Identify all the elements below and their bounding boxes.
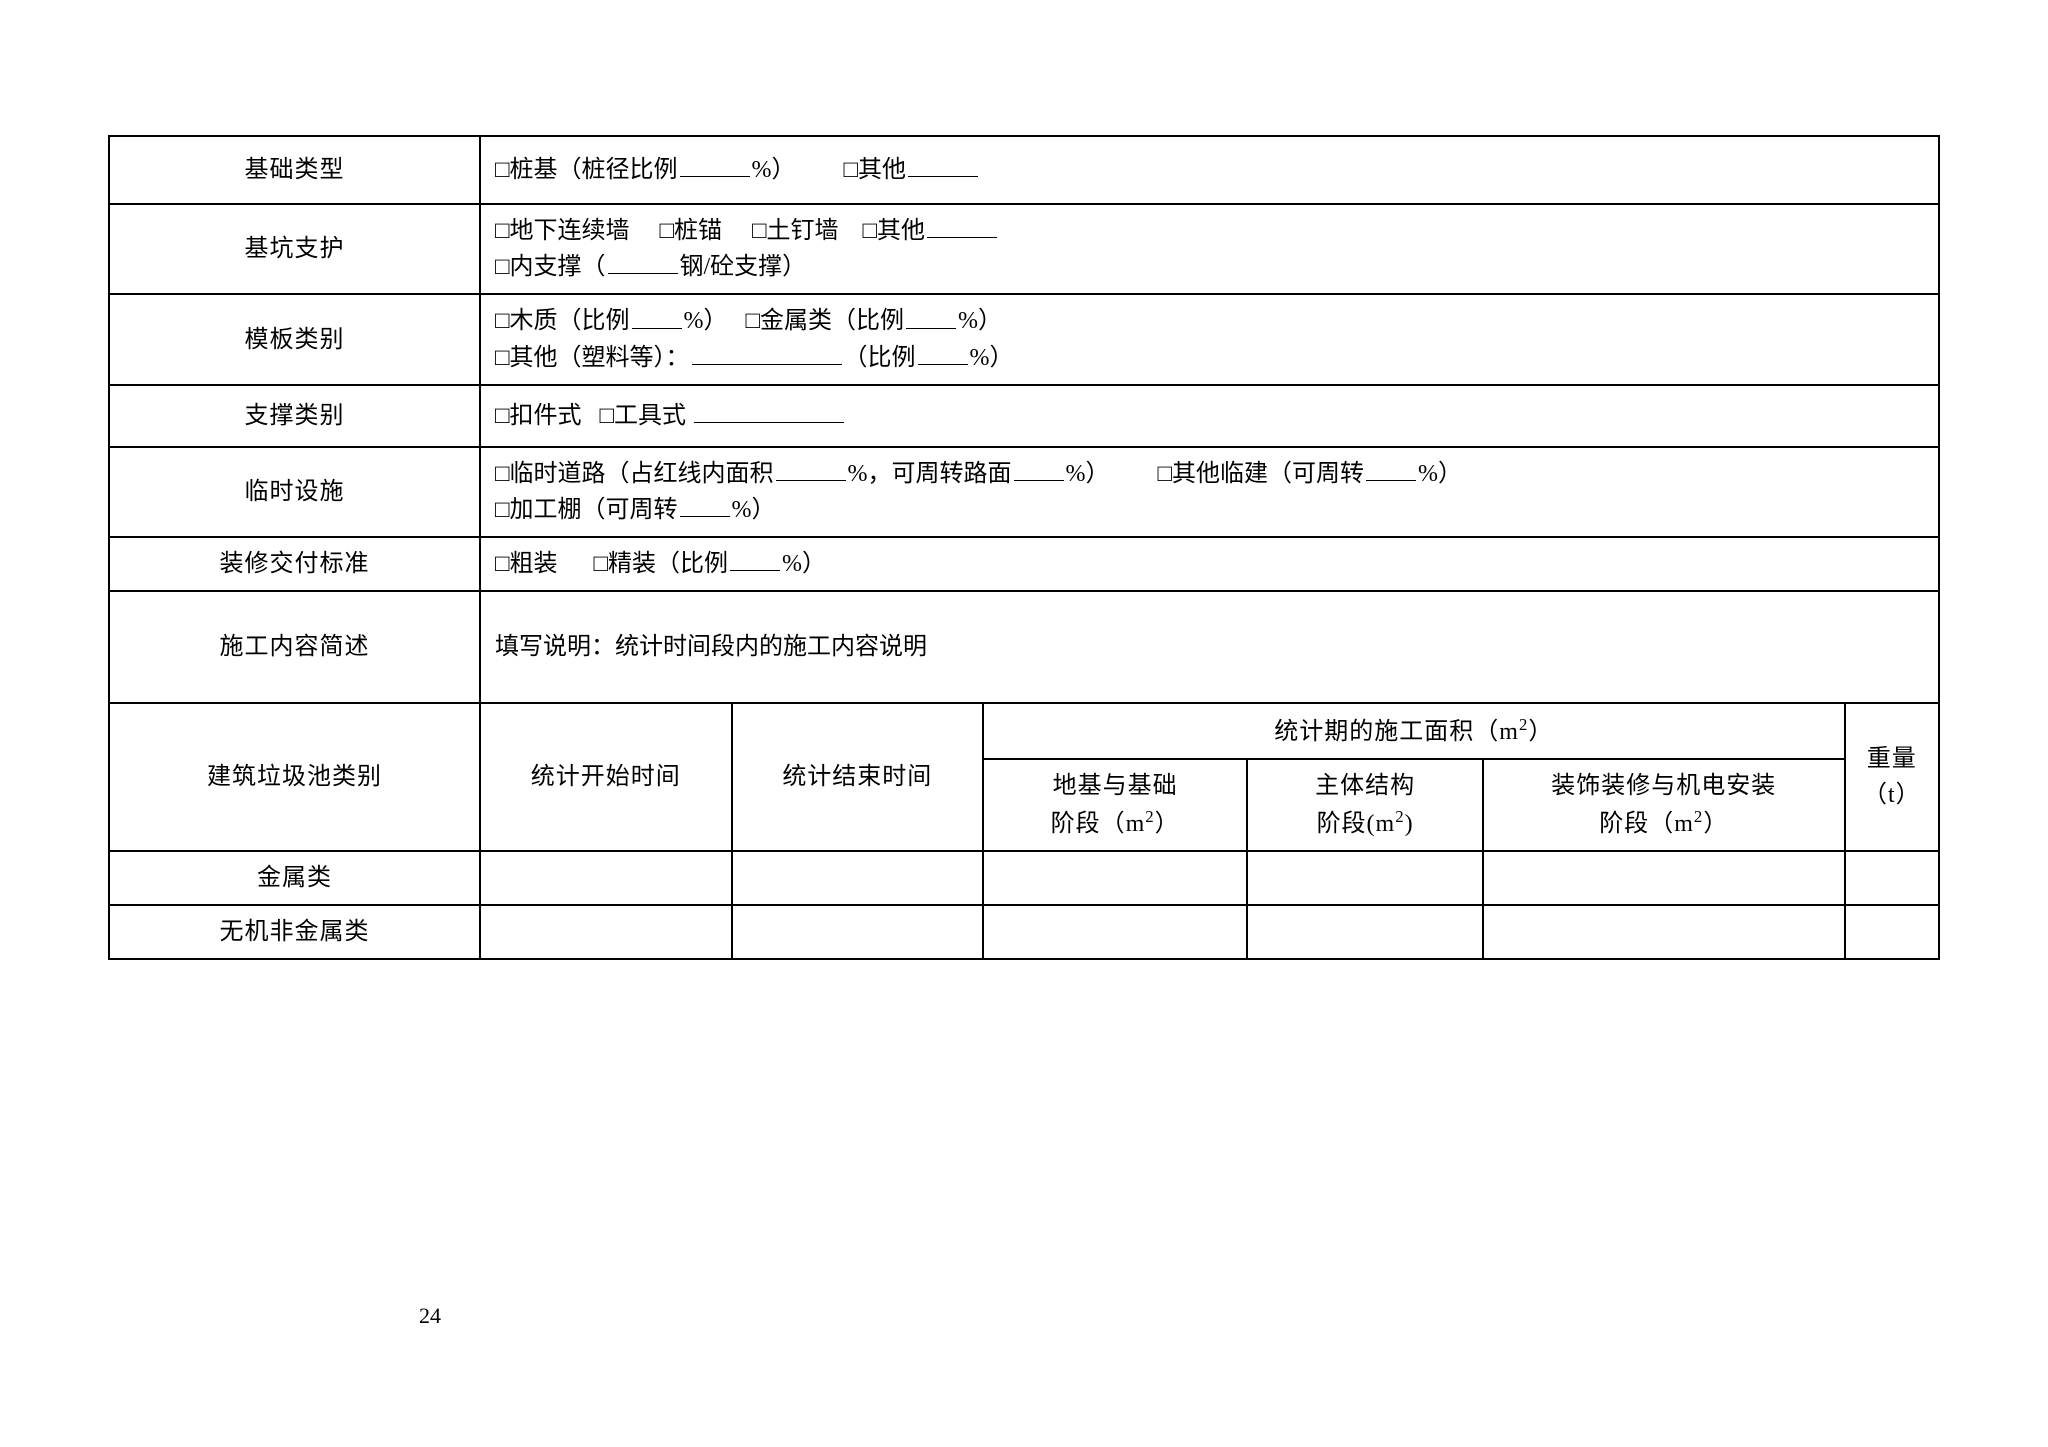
- document-page: 基础类型 □桩基（桩径比例 %） □其他 基坑支护 □地下连续墙 □桩锚 □土钉墙…: [0, 0, 2048, 1447]
- blank-fine: [730, 546, 780, 571]
- label-formwork-type: 模板类别: [109, 294, 480, 384]
- opt-wood-pre: □木质（比例: [495, 309, 630, 335]
- content-temp-facility: □临时道路（占红线内面积 %，可周转路面 %） □其他临建（可周转 %） □加工棚（可…: [480, 447, 1939, 537]
- blank-wood: [632, 303, 682, 328]
- opt-inner-post: 钢/砼支撑）: [680, 254, 807, 280]
- opt-other-pre: □其他: [844, 157, 907, 183]
- label-support-type: 支撑类别: [109, 385, 480, 447]
- opt-other2-pre: □其他: [863, 218, 926, 244]
- blank-plastic-name: [692, 340, 842, 365]
- opt-shed-post: %）: [732, 497, 776, 523]
- label-delivery-std: 装修交付标准: [109, 537, 480, 591]
- opt-plastic-pre: □其他（塑料等）：: [495, 345, 690, 371]
- content-formwork-type: □木质（比例 %） □金属类（比例 %） □其他（塑料等）： （比例 %）: [480, 294, 1939, 384]
- form-table: 基础类型 □桩基（桩径比例 %） □其他 基坑支护 □地下连续墙 □桩锚 □土钉墙…: [108, 135, 1940, 960]
- opt-rough: □粗装: [495, 551, 558, 577]
- cell-nonmetal-end: [732, 905, 984, 959]
- opt-fine-post: %）: [782, 551, 826, 577]
- cell-nonmetal-label: 无机非金属类: [109, 905, 480, 959]
- cell-metal-weight: [1845, 851, 1939, 905]
- blank-metal: [906, 303, 956, 328]
- row-support-type: 支撑类别 □扣件式 □工具式: [109, 385, 1939, 447]
- opt-pile-anchor: □桩锚: [660, 218, 723, 244]
- row-foundation-type: 基础类型 □桩基（桩径比例 %） □其他: [109, 136, 1939, 204]
- row-header-top: 建筑垃圾池类别 统计开始时间 统计结束时间 统计期的施工面积（m2） 重量（t）: [109, 703, 1939, 759]
- blank-shed: [680, 492, 730, 517]
- opt-pile-post: %）: [752, 157, 796, 183]
- cell-nonmetal-deco: [1483, 905, 1845, 959]
- content-desc: 填写说明：统计时间段内的施工内容说明: [480, 591, 1939, 703]
- opt-inner-pre: □内支撑（: [495, 254, 606, 280]
- opt-tool: □工具式: [600, 403, 687, 429]
- page-number: 24: [0, 1303, 860, 1329]
- label-pit-support: 基坑支护: [109, 204, 480, 294]
- header-sub-decoration: 装饰装修与机电安装阶段（m2）: [1483, 759, 1845, 851]
- cell-metal-start: [480, 851, 732, 905]
- opt-plastic-post: %）: [970, 345, 1014, 371]
- row-data-metal: 金属类: [109, 851, 1939, 905]
- opt-plastic-mid: （比例: [844, 345, 916, 371]
- opt-other-temp-post: %）: [1418, 461, 1462, 487]
- blank-road-turn: [1014, 456, 1064, 481]
- row-temp-facility: 临时设施 □临时道路（占红线内面积 %，可周转路面 %） □其他临建（可周转 %） □…: [109, 447, 1939, 537]
- header-sub-foundation: 地基与基础阶段（m2）: [983, 759, 1247, 851]
- blank-tool: [694, 398, 844, 423]
- blank-inner: [608, 249, 678, 274]
- blank-plastic-ratio: [918, 340, 968, 365]
- content-support-type: □扣件式 □工具式: [480, 385, 1939, 447]
- opt-fine-pre: □精装（比例: [594, 551, 729, 577]
- opt-metal-pre: □金属类（比例: [746, 309, 905, 335]
- blank-pile-ratio: [680, 152, 750, 177]
- cell-nonmetal-foundation: [983, 905, 1247, 959]
- cell-metal-label: 金属类: [109, 851, 480, 905]
- header-waste-type: 建筑垃圾池类别: [109, 703, 480, 851]
- header-weight: 重量（t）: [1845, 703, 1939, 851]
- content-foundation-type: □桩基（桩径比例 %） □其他: [480, 136, 1939, 204]
- opt-road-post: %）: [1066, 461, 1110, 487]
- cell-nonmetal-main: [1247, 905, 1483, 959]
- content-delivery-std: □粗装 □精装（比例 %）: [480, 537, 1939, 591]
- row-content-desc: 施工内容简述 填写说明：统计时间段内的施工内容说明: [109, 591, 1939, 703]
- opt-pile-pre: □桩基（桩径比例: [495, 157, 678, 183]
- cell-metal-foundation: [983, 851, 1247, 905]
- label-temp-facility: 临时设施: [109, 447, 480, 537]
- content-pit-support: □地下连续墙 □桩锚 □土钉墙 □其他 □内支撑（ 钢/砼支撑）: [480, 204, 1939, 294]
- cell-metal-end: [732, 851, 984, 905]
- opt-wood-post: %）: [684, 309, 728, 335]
- blank-other: [908, 152, 978, 177]
- cell-metal-deco: [1483, 851, 1845, 905]
- label-content-desc: 施工内容简述: [109, 591, 480, 703]
- opt-road-pre: □临时道路（占红线内面积: [495, 461, 774, 487]
- opt-diaphragm-wall: □地下连续墙: [495, 218, 630, 244]
- row-pit-support: 基坑支护 □地下连续墙 □桩锚 □土钉墙 □其他 □内支撑（ 钢/砼支撑）: [109, 204, 1939, 294]
- cell-metal-main: [1247, 851, 1483, 905]
- cell-nonmetal-weight: [1845, 905, 1939, 959]
- blank-road-area: [776, 456, 846, 481]
- header-sub-main: 主体结构阶段(m2): [1247, 759, 1483, 851]
- opt-soil-nail: □土钉墙: [752, 218, 839, 244]
- row-data-nonmetal: 无机非金属类: [109, 905, 1939, 959]
- blank-other-temp: [1366, 456, 1416, 481]
- blank-other2: [927, 213, 997, 238]
- header-area-group: 统计期的施工面积（m2）: [983, 703, 1845, 759]
- row-delivery-std: 装修交付标准 □粗装 □精装（比例 %）: [109, 537, 1939, 591]
- opt-metal-post: %）: [958, 309, 1002, 335]
- label-foundation-type: 基础类型: [109, 136, 480, 204]
- header-start-time: 统计开始时间: [480, 703, 732, 851]
- cell-nonmetal-start: [480, 905, 732, 959]
- row-formwork-type: 模板类别 □木质（比例 %） □金属类（比例 %） □其他（塑料等）： （比例 %）: [109, 294, 1939, 384]
- header-end-time: 统计结束时间: [732, 703, 984, 851]
- opt-road-mid: %，可周转路面: [848, 461, 1012, 487]
- opt-other-temp-pre: □其他临建（可周转: [1158, 461, 1365, 487]
- opt-shed-pre: □加工棚（可周转: [495, 497, 678, 523]
- opt-clip: □扣件式: [495, 403, 582, 429]
